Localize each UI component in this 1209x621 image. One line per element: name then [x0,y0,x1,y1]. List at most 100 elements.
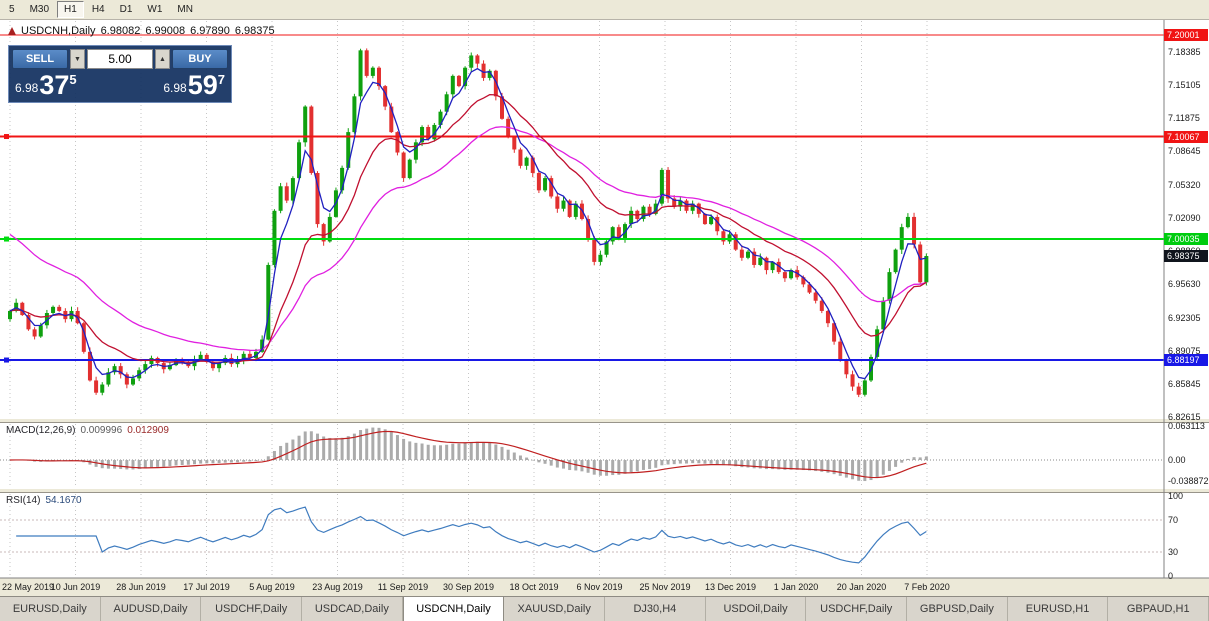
chart-tab-usdchf-daily[interactable]: USDCHF,Daily [201,597,303,621]
chart-tab-usdoil-daily[interactable]: USDOil,Daily [706,597,807,621]
sell-price-big: 37 [39,70,70,100]
rsi-line [16,506,927,564]
volume-increase-button[interactable]: ▲ [155,49,170,69]
macd-axis-label: 0.00 [1168,455,1186,465]
date-label: 10 Jun 2019 [50,582,101,592]
rsi-axis: 100 70 30 0 [1164,0,1209,581]
ma-fast-line [9,67,927,380]
macd-axis: 0.063113 0.00 -0.038872 [1164,0,1209,578]
rsi-axis-label: 70 [1168,515,1179,525]
macd-main-value: 0.009996 [80,425,123,436]
timeframe-button-m30[interactable]: M30 [23,1,56,18]
timeframe-buttons: 5 M30 H1 H4 D1 W1 MN [2,1,201,18]
buy-button[interactable]: BUY [172,49,228,69]
chart-tabs: EURUSD,Daily AUDUSD,Daily USDCHF,Daily USDC… [0,596,1209,621]
date-label: 23 Aug 2019 [312,582,363,592]
rsi-axis-label: 0 [1168,571,1174,581]
price-tag: 6.88197 [1164,354,1208,367]
macd-signal-value: 0.012909 [127,425,169,436]
ohlc-readout: USDCNH,Daily 6.98082 6.99008 6.97890 6.9… [8,25,275,37]
volume-input[interactable]: 5.00 [87,49,153,69]
buy-price-big: 59 [187,70,218,100]
chart-tab-gbpusd-daily[interactable]: GBPUSD,Daily [907,597,1008,621]
sell-price[interactable]: 6.98 37 5 [15,70,77,100]
price-tag: 7.00035 [1164,233,1208,246]
price-axis-label: 6.95630 [1168,279,1201,290]
price-tag: 7.20001 [1164,29,1208,41]
chart-direction-icon [8,27,16,35]
macd-histogram [8,427,928,482]
volume-decrease-button[interactable]: ▼ [70,49,85,69]
price-axis-label: 7.02090 [1168,213,1201,224]
rsi-name: RSI(14) [6,495,41,506]
price-axis-label: 7.11875 [1168,113,1200,124]
ma-slow-line [9,126,927,352]
close-value: 6.98375 [234,25,275,37]
macd-indicator-label: MACD(12,26,9) 0.009996 0.012909 [6,425,169,436]
date-label: 28 Jun 2019 [116,582,166,592]
price-tag: 6.98375 [1164,250,1208,263]
price-axis-label: 6.85845 [1168,379,1201,390]
chart-tab-eurusd-h1[interactable]: EURUSD,H1 [1008,597,1109,621]
trade-prices-row: 6.98 37 5 6.98 59 7 [12,69,228,99]
date-label: 30 Sep 2019 [442,582,495,592]
date-label: 22 May 2019 [2,582,55,592]
timeframe-button-w1[interactable]: W1 [140,1,169,18]
buy-price-prefix: 6.98 [163,81,187,95]
horizontal-lines[interactable] [0,34,1164,363]
price-axis[interactable]: 7.18385 7.15105 7.11875 7.08645 7.05320 7.020… [1164,0,1209,578]
chart-tabs-bar: EURUSD,Daily AUDUSD,Daily USDCHF,Daily USDC… [0,596,1209,621]
chart-tab-usdchf-daily[interactable]: USDCHF,Daily [806,597,908,621]
chart-tab-dj30-h4[interactable]: DJ30,H4 [605,597,706,621]
macd-axis-label: -0.038872 [1168,475,1209,486]
chart-tab-eurusd-daily[interactable]: EURUSD,Daily [0,597,101,621]
macd-name: MACD(12,26,9) [6,425,76,436]
price-axis-label: 6.92305 [1168,313,1201,324]
macd-axis-label: 0.063113 [1168,420,1205,431]
date-label: 17 Jul 2019 [183,582,230,592]
rsi-indicator-label: RSI(14) 54.1670 [6,495,82,506]
price-axis-label: 6.82615 [1168,412,1201,423]
timeframe-button-h4[interactable]: H4 [85,1,112,18]
chart-tab-gbpaud-h1[interactable]: GBPAUD,H1 [1108,597,1209,621]
buy-price[interactable]: 6.98 59 7 [163,70,225,100]
date-label: 6 Nov 2019 [576,582,623,592]
price-axis-label: 7.08645 [1168,146,1201,157]
price-axis-label: 7.18385 [1168,46,1201,57]
date-label: 11 Sep 2019 [377,582,429,592]
chart-tab-audusd-daily[interactable]: AUDUSD,Daily [101,597,202,621]
date-label: 5 Aug 2019 [249,582,295,592]
rsi-axis-label: 30 [1168,547,1179,557]
price-axis-label: 6.89075 [1168,346,1201,357]
price-tag: 7.10067 [1164,130,1208,143]
ma-mid-line [9,93,927,363]
low-value: 6.97890 [190,25,230,37]
timeframe-button-5[interactable]: 5 [2,1,22,18]
chart-tab-xauusd-daily[interactable]: XAUUSD,Daily [504,597,606,621]
buy-price-sup: 7 [217,72,225,87]
date-label: 20 Jan 2020 [836,582,887,592]
sell-price-sup: 5 [69,72,77,87]
price-axis-label: 7.05320 [1168,180,1201,191]
macd-signal-line [9,430,927,479]
price-axis-label: 7.15105 [1168,80,1201,91]
timeframe-button-mn[interactable]: MN [170,1,200,18]
trade-controls-row: SELL ▼ 5.00 ▲ BUY [12,49,228,69]
one-click-trading-panel: SELL ▼ 5.00 ▲ BUY 6.98 37 5 6.98 59 7 [8,45,232,103]
rsi-axis-label: 100 [1168,491,1184,501]
date-label: 1 Jan 2020 [773,582,819,592]
date-axis[interactable]: 22 May 2019 10 Jun 2019 28 Jun 2019 17 Jul … [0,579,1164,596]
timeframe-button-d1[interactable]: D1 [113,1,140,18]
date-label: 7 Feb 2020 [904,582,950,592]
date-label: 13 Dec 2019 [704,582,757,592]
timeframe-button-h1[interactable]: H1 [57,1,84,18]
symbol-period-label: USDCNH,Daily [21,25,96,37]
rsi-current-value: 54.1670 [45,495,82,506]
chart-tab-usdcnh-daily[interactable]: USDCNH,Daily [402,596,505,621]
chart-tab-usdcad-daily[interactable]: USDCAD,Daily [302,597,403,621]
sell-button[interactable]: SELL [12,49,68,69]
high-value: 6.99008 [145,25,186,37]
date-label: 18 Oct 2019 [509,582,559,592]
